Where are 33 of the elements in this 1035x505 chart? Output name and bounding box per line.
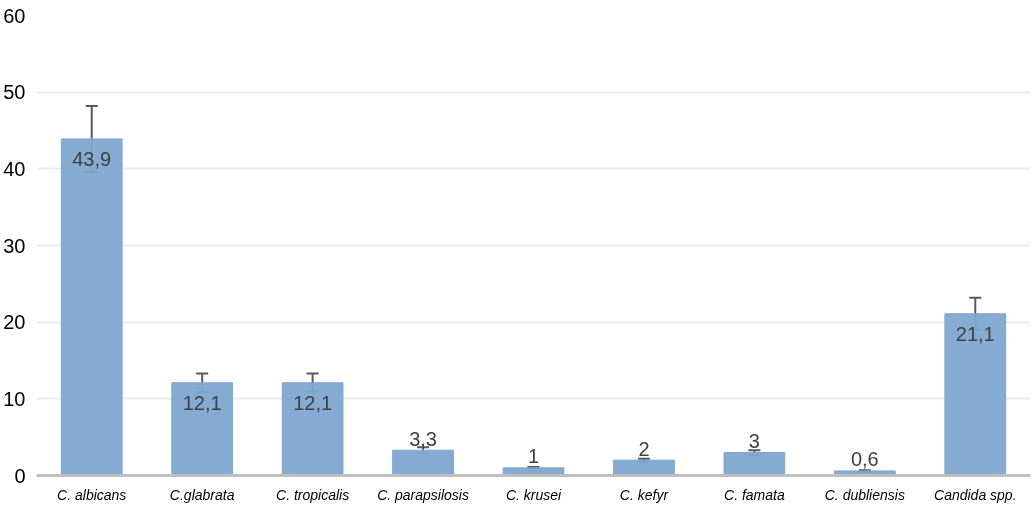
bar xyxy=(60,138,123,476)
bar xyxy=(502,467,565,476)
data-label: 0,6 xyxy=(850,448,879,471)
y-tick-label: 40 xyxy=(3,157,26,180)
data-label: 43,9 xyxy=(72,147,112,170)
data-label: 3,3 xyxy=(409,427,437,450)
data-label: 1 xyxy=(527,445,540,468)
x-tick-label: C. dubliensis xyxy=(824,486,905,503)
x-tick-label: C. krusei xyxy=(505,486,563,503)
x-tick-label: C. albicans xyxy=(57,486,127,503)
y-tick-label: 20 xyxy=(3,311,26,334)
y-tick-label: 60 xyxy=(3,4,26,27)
data-label: 21,1 xyxy=(955,322,995,345)
y-tick-label: 50 xyxy=(3,81,26,104)
x-tick-label: Candida spp. xyxy=(934,486,1017,503)
bar xyxy=(723,452,786,476)
bar xyxy=(281,382,344,476)
bar xyxy=(392,449,454,476)
x-tick-label: C. tropicalis xyxy=(276,486,350,503)
bar xyxy=(613,459,675,476)
data-label: 12,1 xyxy=(293,391,333,414)
data-label: 3 xyxy=(748,429,760,452)
x-tick-label: C. parapsilosis xyxy=(377,486,469,503)
data-label: 12,1 xyxy=(182,391,222,414)
y-tick-label: 30 xyxy=(3,234,26,257)
data-label: 2 xyxy=(638,437,650,460)
x-tick-label: C. famata xyxy=(724,486,785,503)
y-tick-label: 0 xyxy=(14,464,26,487)
x-tick-label: C. kefyr xyxy=(619,486,670,503)
bar xyxy=(944,313,1007,476)
x-tick-label: C.glabrata xyxy=(169,486,235,503)
bar xyxy=(171,382,234,476)
y-tick-label: 10 xyxy=(3,387,26,410)
